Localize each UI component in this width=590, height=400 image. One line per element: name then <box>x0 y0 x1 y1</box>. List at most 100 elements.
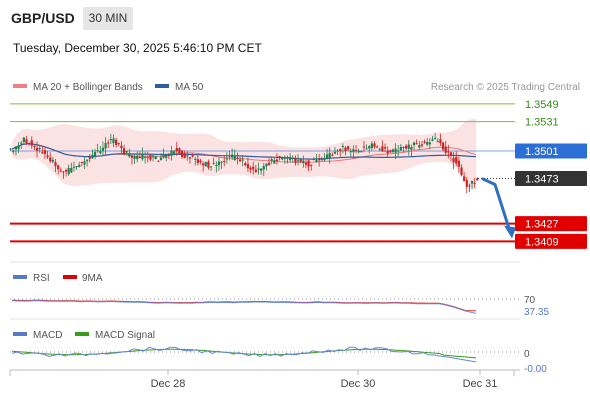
candle-body <box>207 161 210 168</box>
candle-body <box>99 151 102 154</box>
candle-body <box>146 156 149 158</box>
forecast-arrow-line <box>481 177 512 232</box>
candle-body <box>370 143 373 149</box>
candle-body <box>183 153 186 158</box>
candle-body <box>231 154 234 158</box>
candle-body <box>117 143 120 145</box>
candle-body <box>299 159 302 162</box>
candle-body <box>83 161 86 165</box>
candle-body <box>57 165 60 170</box>
candle-body <box>357 150 360 153</box>
candle-body <box>86 159 89 162</box>
candle-body <box>252 166 255 170</box>
candle-body <box>402 146 405 148</box>
macd-zero-label: 0 <box>524 349 530 360</box>
candle-body <box>354 150 358 152</box>
candle-body <box>349 151 352 153</box>
candle-body <box>365 148 368 150</box>
candle-body <box>281 157 284 160</box>
candle-body <box>283 156 286 159</box>
symbol-title: GBP/USD <box>11 10 75 26</box>
candle-body <box>241 159 244 161</box>
candle-body <box>439 139 442 144</box>
candle-body <box>72 166 76 168</box>
candle-body <box>463 176 466 182</box>
candle-body <box>397 150 400 152</box>
candle-body <box>70 167 73 173</box>
candle-body <box>257 168 260 170</box>
candle-body <box>410 146 413 150</box>
candle-body <box>107 142 110 144</box>
rsi-value-label: 37.35 <box>524 307 549 318</box>
candle-body <box>133 156 136 159</box>
time-tick-label: Dec 30 <box>341 378 376 390</box>
candle-body <box>20 142 23 144</box>
time-tick-label: Dec 31 <box>463 378 498 390</box>
candle-body <box>67 167 70 175</box>
level-labels: 1.3549 1.3531 1.3501 1.3473 1.3427 1.3409 <box>515 99 587 249</box>
candle-body <box>199 160 202 162</box>
candle-body <box>347 146 350 150</box>
candle-body <box>389 150 392 153</box>
ma50-price-label: 1.3501 <box>525 146 559 158</box>
candle-body <box>35 148 39 151</box>
candle-body <box>383 147 387 149</box>
candle-body <box>196 159 199 164</box>
rsi-ma-legend-label: 9MA <box>82 273 103 284</box>
candle-body <box>104 143 107 149</box>
candle-body <box>420 144 424 146</box>
candle-body <box>188 157 192 159</box>
candle-body <box>304 162 308 165</box>
candle-body <box>315 160 318 163</box>
candle-body <box>444 146 447 153</box>
ma50-legend-label: MA 50 <box>175 82 204 93</box>
rsi-level-label: 70 <box>524 295 536 306</box>
candle-body <box>30 140 33 146</box>
candle-body <box>151 155 155 157</box>
candle-body <box>220 161 223 163</box>
resistance-label: 1.3531 <box>525 117 559 129</box>
candle-body <box>191 155 194 157</box>
candle-body <box>468 185 471 187</box>
candle-body <box>54 162 57 167</box>
candle-body <box>204 162 207 167</box>
candle-body <box>386 150 389 154</box>
candle-body <box>270 159 273 161</box>
candle-body <box>162 154 165 158</box>
macd-line <box>11 346 477 363</box>
candle-body <box>360 151 363 153</box>
candle-body <box>302 160 305 163</box>
candle-body <box>307 160 310 167</box>
bollinger-fill <box>12 118 476 191</box>
candle-body <box>138 157 141 159</box>
last-price-tag <box>515 171 587 187</box>
candle-body <box>465 180 468 187</box>
candle-body <box>431 139 434 141</box>
macd-value-label: -0.00 <box>524 364 547 375</box>
candle-body <box>109 139 112 141</box>
candle-body <box>331 154 334 156</box>
candle-body <box>333 151 337 154</box>
timeframe-button[interactable]: 30 MIN <box>83 7 133 30</box>
candle-body <box>115 139 118 145</box>
ma50-line <box>11 143 477 160</box>
candle-body <box>412 142 416 146</box>
ma50-price-tag <box>515 143 587 159</box>
candle-body <box>180 150 184 157</box>
candle-body <box>223 160 226 162</box>
candle-body <box>75 166 78 168</box>
target-price-label: 1.3409 <box>525 236 559 248</box>
macd-signal-legend-swatch <box>75 332 89 336</box>
candle-body <box>141 153 144 160</box>
candle-body <box>128 153 131 157</box>
credit-text: Research © 2025 Trading Central <box>431 82 580 93</box>
candle-body <box>25 139 28 144</box>
candle-body <box>49 157 52 162</box>
macd-legend-label: MACD <box>33 330 62 341</box>
candle-body <box>267 162 271 165</box>
candle-body <box>296 160 300 162</box>
macd-signal-legend-label: MACD Signal <box>95 330 155 341</box>
candle-body <box>88 157 91 159</box>
candle-body <box>455 156 458 164</box>
candle-body <box>17 145 20 150</box>
